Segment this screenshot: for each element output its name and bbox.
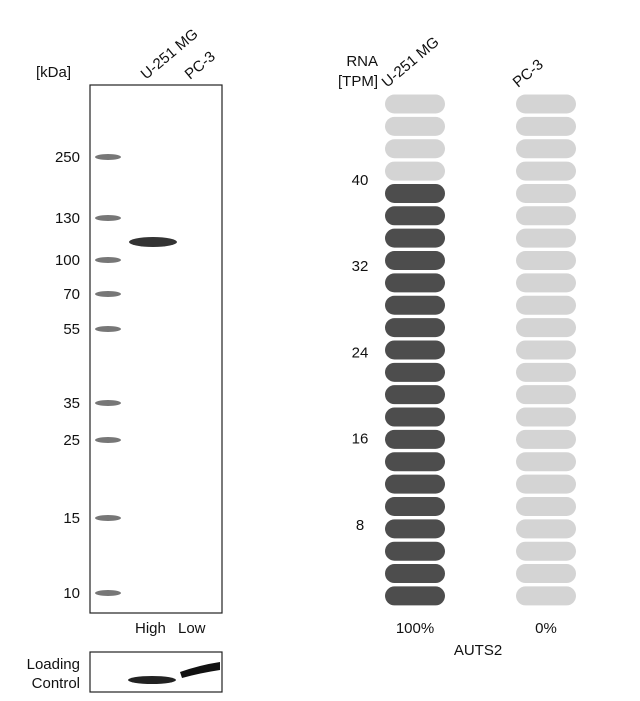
rna-tick-label: 40 xyxy=(352,172,369,189)
marker-band xyxy=(95,515,121,521)
rna-tick-label: 32 xyxy=(352,258,369,275)
rna-pill xyxy=(385,116,445,136)
loading-label: Control xyxy=(32,675,80,692)
marker-band xyxy=(95,400,121,406)
marker-label: 130 xyxy=(55,210,80,227)
rna-pill xyxy=(516,586,576,606)
rna-pill xyxy=(516,183,576,203)
marker-band xyxy=(95,326,121,332)
rna-pill xyxy=(385,183,445,203)
rna-pill xyxy=(516,94,576,114)
marker-label: 55 xyxy=(63,321,80,338)
level-label: Low xyxy=(178,620,206,637)
marker-label: 35 xyxy=(63,395,80,412)
rna-pill xyxy=(385,429,445,449)
percent-label: 100% xyxy=(396,620,434,637)
rna-pill xyxy=(516,340,576,360)
rna-pill xyxy=(516,407,576,427)
rna-pill xyxy=(385,94,445,114)
marker-band xyxy=(95,437,121,443)
rna-pill xyxy=(385,385,445,405)
rna-pill xyxy=(516,519,576,539)
loading-band xyxy=(180,662,220,678)
rna-pill xyxy=(516,228,576,248)
rna-pill xyxy=(385,474,445,494)
rna-pill xyxy=(385,251,445,271)
blot-frame xyxy=(89,84,223,614)
rna-pill xyxy=(516,474,576,494)
rna-pill xyxy=(385,318,445,338)
marker-label: 25 xyxy=(63,432,80,449)
rna-pill xyxy=(516,496,576,516)
marker-band xyxy=(95,590,121,596)
loading-band xyxy=(128,676,176,684)
marker-label: 100 xyxy=(55,252,80,269)
rna-pill xyxy=(516,161,576,181)
rna-pill xyxy=(385,519,445,539)
rna-axis-label: RNA xyxy=(346,53,378,70)
rna-pill xyxy=(385,161,445,181)
rna-pill xyxy=(516,564,576,584)
rna-pill xyxy=(516,429,576,449)
rna-pill xyxy=(385,407,445,427)
rna-pill xyxy=(516,362,576,382)
rna-pill xyxy=(516,273,576,293)
unit-label: [kDa] xyxy=(36,64,71,81)
marker-band xyxy=(95,154,121,160)
rna-pill xyxy=(385,452,445,472)
band xyxy=(129,237,177,247)
rna-pill xyxy=(385,228,445,248)
rna-pill xyxy=(516,139,576,159)
marker-label: 15 xyxy=(63,510,80,527)
rna-tick-label: 8 xyxy=(356,517,364,534)
rna-pill xyxy=(516,541,576,561)
rna-pill xyxy=(516,295,576,315)
rna-pill xyxy=(385,340,445,360)
rna-tick-label: 24 xyxy=(352,344,369,361)
marker-label: 250 xyxy=(55,149,80,166)
rna-pill xyxy=(516,385,576,405)
marker-label: 70 xyxy=(63,286,80,303)
rna-tick-label: 16 xyxy=(352,431,369,448)
rna-pill xyxy=(385,139,445,159)
rna-pill xyxy=(385,586,445,606)
rna-pill xyxy=(385,541,445,561)
rna-pill xyxy=(516,452,576,472)
rna-pill xyxy=(385,496,445,516)
level-label: High xyxy=(135,620,166,637)
rna-pill xyxy=(516,251,576,271)
percent-label: 0% xyxy=(535,620,557,637)
rna-pill xyxy=(385,206,445,226)
rna-pill xyxy=(516,116,576,136)
rna-pill xyxy=(385,564,445,584)
rna-pill xyxy=(516,318,576,338)
marker-label: 10 xyxy=(63,585,80,602)
marker-band xyxy=(95,291,121,297)
marker-band xyxy=(95,215,121,221)
rna-pill xyxy=(516,206,576,226)
rna-axis-label: [TPM] xyxy=(338,73,378,90)
rna-pill xyxy=(385,362,445,382)
rna-pill xyxy=(385,273,445,293)
marker-band xyxy=(95,257,121,263)
rna-pill xyxy=(385,295,445,315)
gene-label: AUTS2 xyxy=(454,642,502,659)
loading-label: Loading xyxy=(27,656,80,673)
